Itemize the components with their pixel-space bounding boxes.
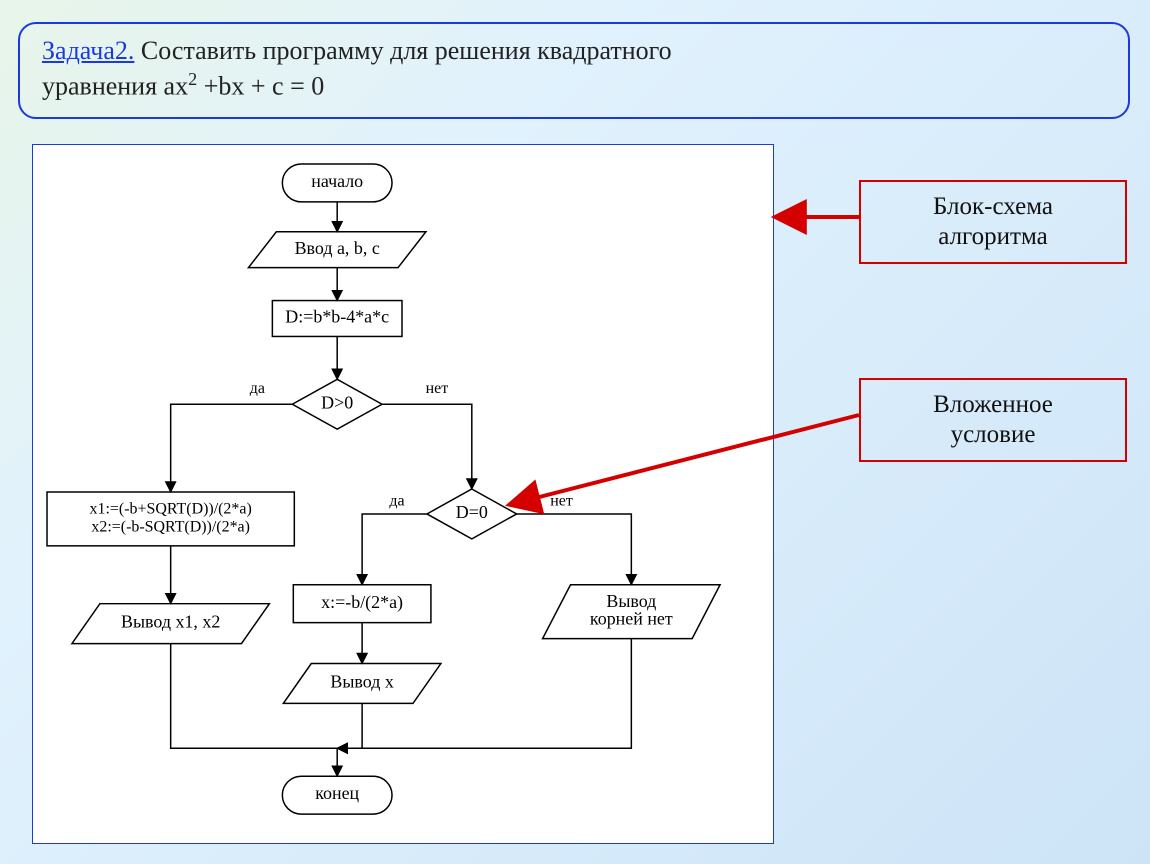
task-text-2: уравнения ax [42,71,188,100]
svg-text:нет: нет [550,493,573,510]
task-text-1: Составить программу для решения квадратн… [134,36,671,65]
flowchart-frame: начало Ввод a, b, c D:=b*b-4*a*c D>0 D=0 x1:=… [32,144,774,844]
svg-text:x2:=(-b-SQRT(D))/(2*a): x2:=(-b-SQRT(D))/(2*a) [91,519,250,536]
svg-text:Вывод x: Вывод x [330,672,393,692]
callout-schema-l2: алгоритма [938,223,1047,250]
task-label: Задача2. [42,36,134,65]
task-text-3: +bx + c = 0 [197,71,324,100]
svg-text:x1:=(-b+SQRT(D))/(2*a): x1:=(-b+SQRT(D))/(2*a) [90,501,252,518]
svg-text:D:=b*b-4*a*c: D:=b*b-4*a*c [285,307,389,327]
svg-text:D=0: D=0 [456,502,488,522]
callout-blok-schema: Блок-схема алгоритма [859,180,1127,264]
callout-schema-l1: Блок-схема [933,193,1053,220]
task-sup: 2 [188,69,197,89]
callout-nested-condition: Вложенное условие [859,378,1127,462]
svg-text:Ввод a, b, c: Ввод a, b, c [295,238,380,258]
svg-text:нет: нет [426,380,449,397]
svg-text:да: да [389,493,404,510]
svg-text:начало: начало [311,171,363,191]
callout-nested-l2: условие [951,421,1036,448]
task-box: Задача2. Составить программу для решения… [18,22,1130,119]
callout-nested-l1: Вложенное [933,391,1053,418]
svg-text:x:=-b/(2*a): x:=-b/(2*a) [321,592,403,613]
svg-text:конец: конец [315,783,359,803]
svg-text:корней нет: корней нет [590,609,673,629]
svg-text:Вывод x1, x2: Вывод x1, x2 [121,612,220,632]
svg-text:D>0: D>0 [321,392,353,412]
svg-text:да: да [250,380,265,397]
flowchart-svg: начало Ввод a, b, c D:=b*b-4*a*c D>0 D=0 x1:=… [33,145,773,843]
